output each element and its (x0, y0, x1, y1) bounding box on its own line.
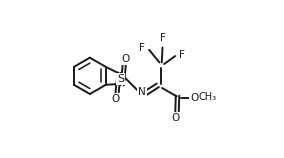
Text: S: S (117, 74, 124, 84)
Text: CH₃: CH₃ (198, 92, 216, 103)
Text: O: O (121, 54, 130, 64)
Text: O: O (112, 94, 120, 104)
Text: F: F (179, 49, 185, 60)
Text: N: N (138, 87, 146, 97)
Text: O: O (190, 93, 198, 103)
Text: O: O (172, 113, 180, 123)
Text: F: F (139, 43, 145, 53)
Text: F: F (160, 33, 166, 43)
